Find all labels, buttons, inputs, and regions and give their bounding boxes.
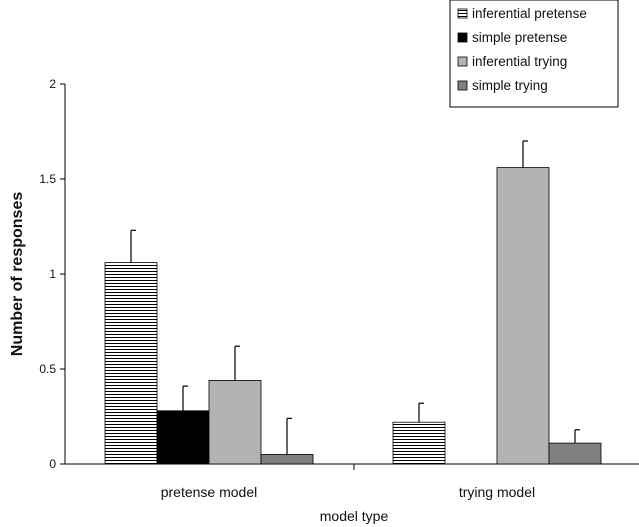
y-tick-label: 1.5 xyxy=(39,172,56,186)
category-labels: pretense model trying model xyxy=(161,484,535,500)
bar xyxy=(392,421,446,465)
bar xyxy=(260,454,314,465)
bar xyxy=(208,379,262,465)
legend-label: simple trying xyxy=(472,78,548,93)
y-axis-title: Number of responses xyxy=(9,192,26,357)
legend-swatch xyxy=(457,56,468,67)
category-label: pretense model xyxy=(161,484,258,500)
legend-box xyxy=(449,0,619,108)
y-tick-label: 1 xyxy=(49,267,56,281)
y-tick-label: 0.5 xyxy=(39,362,56,376)
legend-label: inferential trying xyxy=(472,54,567,69)
y-ticks: 0 0.5 1 1.5 2 xyxy=(39,77,65,471)
legend: inferential pretense simple pretense infer… xyxy=(449,0,619,108)
bar xyxy=(548,442,602,465)
bar xyxy=(496,167,550,465)
bar xyxy=(156,410,210,465)
y-tick-label: 2 xyxy=(49,77,56,91)
bar xyxy=(104,262,158,465)
legend-label: inferential pretense xyxy=(472,6,587,21)
legend-swatch xyxy=(457,8,468,19)
category-label: trying model xyxy=(459,484,535,500)
legend-label: simple pretense xyxy=(472,30,567,45)
legend-swatch xyxy=(457,32,468,43)
x-axis-title: model type xyxy=(320,508,389,524)
error-bars xyxy=(130,140,580,455)
bars xyxy=(104,167,602,465)
y-tick-label: 0 xyxy=(49,457,56,471)
legend-swatch xyxy=(457,80,468,91)
